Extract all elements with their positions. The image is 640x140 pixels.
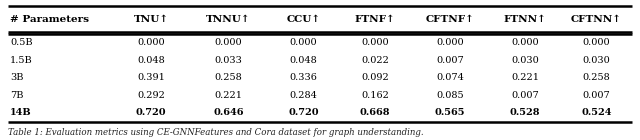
Text: 0.720: 0.720: [289, 108, 319, 117]
Text: 0.284: 0.284: [290, 91, 317, 100]
Text: 0.000: 0.000: [361, 38, 389, 47]
Text: 0.007: 0.007: [436, 56, 464, 65]
Text: 0.646: 0.646: [213, 108, 244, 117]
Text: Table 1: Evaluation metrics using CE-GNNFeatures and Cora dataset for graph unde: Table 1: Evaluation metrics using CE-GNN…: [8, 128, 423, 137]
Text: 0.000: 0.000: [215, 38, 243, 47]
Text: 0.720: 0.720: [136, 108, 166, 117]
Text: 0.022: 0.022: [361, 56, 389, 65]
Text: 0.524: 0.524: [581, 108, 612, 117]
Text: 0.391: 0.391: [137, 73, 165, 82]
Text: 0.000: 0.000: [290, 38, 317, 47]
Text: 0.000: 0.000: [138, 38, 165, 47]
Text: 14B: 14B: [10, 108, 32, 117]
Text: 1.5B: 1.5B: [10, 56, 33, 65]
Text: CFTNF↑: CFTNF↑: [426, 15, 475, 24]
Text: 0.162: 0.162: [361, 91, 389, 100]
Text: FTNF↑: FTNF↑: [355, 15, 396, 24]
Text: TNU↑: TNU↑: [134, 15, 169, 24]
Text: 7B: 7B: [10, 91, 24, 100]
Text: 0.030: 0.030: [511, 56, 539, 65]
Text: 0.085: 0.085: [436, 91, 464, 100]
Text: 0.000: 0.000: [511, 38, 539, 47]
Text: 0.258: 0.258: [214, 73, 243, 82]
Text: 0.000: 0.000: [583, 38, 611, 47]
Text: 0.258: 0.258: [583, 73, 611, 82]
Text: 0.074: 0.074: [436, 73, 464, 82]
Text: 0.000: 0.000: [436, 38, 464, 47]
Text: 0.668: 0.668: [360, 108, 390, 117]
Text: TNNU↑: TNNU↑: [206, 15, 251, 24]
Text: 0.033: 0.033: [214, 56, 243, 65]
Text: 0.221: 0.221: [214, 91, 243, 100]
Text: 0.336: 0.336: [290, 73, 317, 82]
Text: 0.048: 0.048: [290, 56, 317, 65]
Text: 0.007: 0.007: [511, 91, 539, 100]
Text: CCU↑: CCU↑: [287, 15, 321, 24]
Text: 3B: 3B: [10, 73, 24, 82]
Text: 0.292: 0.292: [137, 91, 165, 100]
Text: CFTNN↑: CFTNN↑: [571, 15, 622, 24]
Text: 0.221: 0.221: [511, 73, 540, 82]
Text: 0.565: 0.565: [435, 108, 465, 117]
Text: 0.528: 0.528: [510, 108, 540, 117]
Text: FTNN↑: FTNN↑: [504, 15, 547, 24]
Text: 0.092: 0.092: [361, 73, 389, 82]
Text: 0.030: 0.030: [583, 56, 611, 65]
Text: # Parameters: # Parameters: [10, 15, 89, 24]
Text: 0.5B: 0.5B: [10, 38, 33, 47]
Text: 0.007: 0.007: [583, 91, 611, 100]
Text: 0.048: 0.048: [138, 56, 165, 65]
